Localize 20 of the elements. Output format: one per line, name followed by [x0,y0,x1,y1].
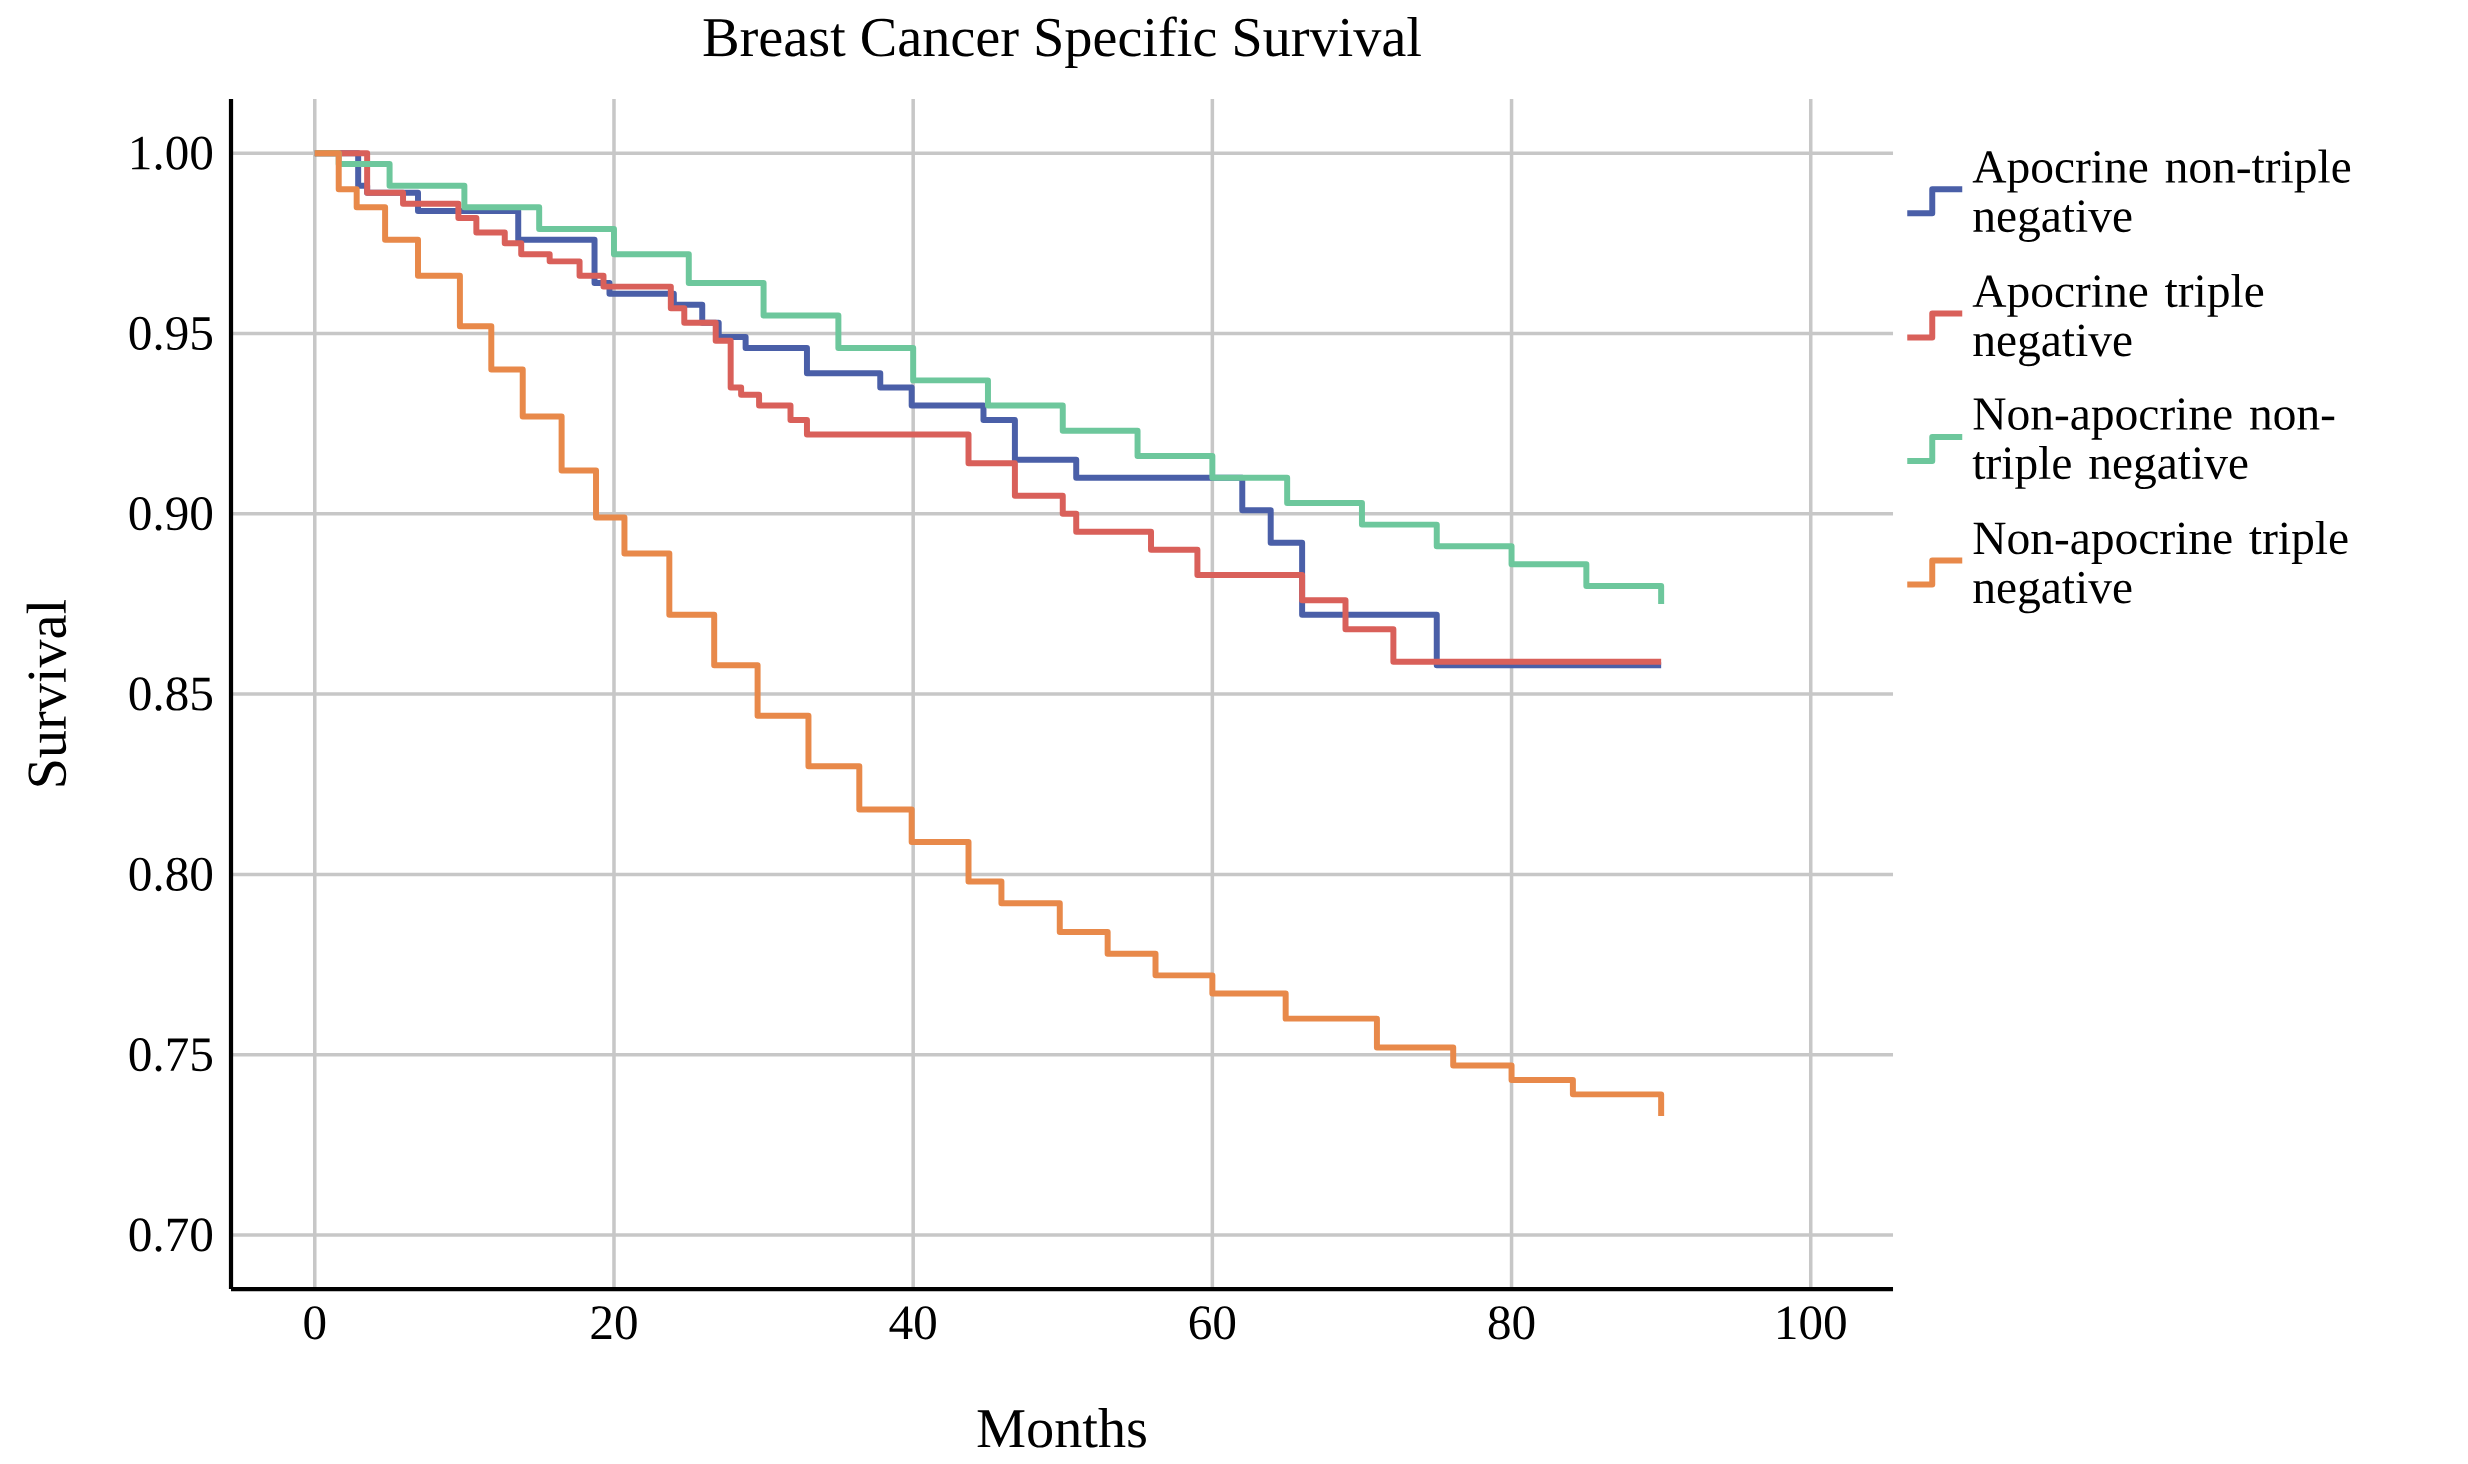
y-tick-label: 0.95 [129,316,213,351]
x-tick-label: 0 [304,1306,326,1340]
y-tick-label: 0.90 [129,497,213,531]
legend-label: Apocrine triple negative [1972,273,2264,367]
x-tick-label: 20 [591,1306,637,1340]
x-tick-label: 80 [1488,1306,1535,1340]
x-tick-label: 100 [1778,1306,1846,1340]
legend-label: Non-apocrine non-triple negative [1972,398,2335,490]
y-axis-title: Survival [26,599,67,786]
y-tick-label: 0.75 [129,1037,213,1072]
y-tick-label: 1.00 [132,136,213,170]
x-tick-label: 40 [889,1306,936,1340]
x-tick-label: 60 [1189,1306,1236,1340]
y-tick-label: 0.70 [129,1218,213,1252]
x-axis-title: Months [977,1408,1146,1448]
legend-label: Non-apocrine triple negative [1973,520,2348,614]
y-tick-label: 0.80 [129,857,213,892]
y-tick-label: 0.85 [129,677,213,711]
chart-title: Breast Cancer Specific Survival [703,16,1421,68]
legend-label: Apocrine non-triple negative [1972,149,2351,242]
